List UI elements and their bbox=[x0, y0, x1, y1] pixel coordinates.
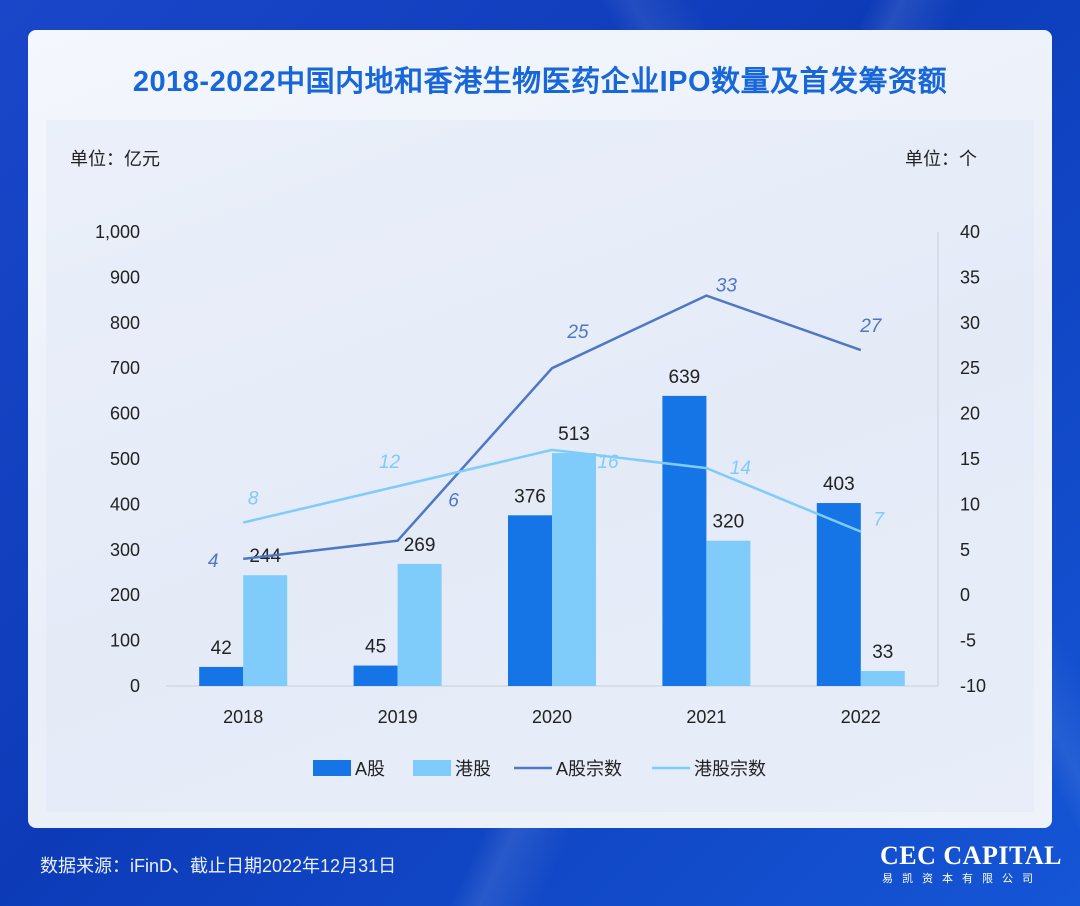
bar-data-label: 42 bbox=[211, 638, 232, 659]
line-data-label-hk: 7 bbox=[874, 510, 886, 531]
left-axis-tick-label: 400 bbox=[110, 494, 140, 514]
bar-data-label: 376 bbox=[514, 486, 546, 507]
bar-data-label: 33 bbox=[872, 642, 893, 663]
right-axis-tick-label: 10 bbox=[960, 494, 980, 514]
bar-data-label: 639 bbox=[669, 367, 701, 388]
bar-hk-share bbox=[552, 453, 596, 686]
bar-data-label: 45 bbox=[365, 637, 386, 658]
right-axis-tick-label: 40 bbox=[960, 222, 980, 242]
bar-hk-share bbox=[397, 563, 442, 686]
page-title: 2018-2022中国内地和香港生物医药企业IPO数量及首发筹资额 bbox=[132, 66, 948, 98]
bar-data-label: 269 bbox=[404, 535, 436, 556]
right-axis-unit: 单位：个 bbox=[905, 149, 977, 169]
right-axis-tick-label: 30 bbox=[960, 313, 980, 333]
line-data-label-hk: 12 bbox=[379, 452, 401, 473]
legend-swatch-a-share bbox=[313, 760, 351, 776]
line-hk-share-count bbox=[242, 448, 862, 533]
line-data-label-hk: 14 bbox=[730, 458, 751, 479]
left-axis-tick-label: 600 bbox=[110, 404, 140, 424]
bar-hk-share bbox=[706, 540, 751, 686]
chart-card bbox=[28, 30, 1052, 828]
legend-label-hk-share: 港股 bbox=[455, 759, 491, 779]
bar-a-share bbox=[816, 503, 861, 686]
right-axis-tick-label: 25 bbox=[960, 358, 980, 378]
left-axis-tick-label: 900 bbox=[110, 267, 140, 287]
right-axis-tick-label: 35 bbox=[960, 267, 980, 287]
bar-a-share bbox=[199, 666, 244, 686]
bar-hk-share bbox=[243, 575, 288, 686]
brand-logo-subtitle: 易凯资本有限公司 bbox=[882, 872, 1042, 885]
legend-label-a-share-count: A股宗数 bbox=[556, 759, 622, 779]
line-data-label-a: 6 bbox=[448, 491, 459, 512]
left-axis-tick-label: 800 bbox=[110, 313, 140, 333]
bar-data-label: 513 bbox=[558, 424, 590, 445]
plot-background bbox=[46, 120, 1034, 812]
line-data-label-a: 25 bbox=[566, 322, 589, 343]
bar-a-share bbox=[353, 665, 398, 686]
right-axis-tick-label: 20 bbox=[960, 404, 980, 424]
legend-label-a-share: A股 bbox=[355, 759, 385, 779]
bar-a-share bbox=[662, 395, 707, 686]
bar-a-share bbox=[508, 515, 552, 686]
left-axis-tick-label: 300 bbox=[110, 540, 140, 560]
bar-hk-share bbox=[860, 671, 905, 686]
line-data-label-a: 33 bbox=[716, 276, 738, 297]
right-axis-tick-label: 0 bbox=[960, 585, 970, 605]
line-data-label-a: 4 bbox=[208, 551, 219, 572]
left-axis-tick-label: 700 bbox=[110, 358, 140, 378]
left-axis-tick-label: 200 bbox=[110, 585, 140, 605]
bar-data-label: 320 bbox=[713, 512, 745, 533]
line-data-label-hk: 16 bbox=[597, 452, 619, 473]
left-axis-tick-label: 100 bbox=[110, 631, 140, 651]
right-axis-tick-label: 5 bbox=[960, 540, 970, 560]
left-axis-tick-label: 0 bbox=[130, 676, 140, 696]
x-axis-tick-label: 2018 bbox=[223, 707, 263, 727]
legend-label-hk-share-count: 港股宗数 bbox=[694, 759, 766, 779]
data-source-note: 数据来源：iFinD、截止日期2022年12月31日 bbox=[40, 856, 397, 876]
bar-data-label: 403 bbox=[823, 474, 855, 495]
left-axis-tick-label: 1,000 bbox=[95, 222, 140, 242]
brand-logo-text: CEC CAPITAL bbox=[880, 841, 1062, 870]
left-axis-unit: 单位：亿元 bbox=[70, 149, 160, 169]
right-axis-tick-label: -10 bbox=[960, 676, 986, 696]
x-axis-tick-label: 2022 bbox=[841, 707, 881, 727]
right-axis-tick-label: -5 bbox=[960, 631, 976, 651]
x-axis-tick-label: 2021 bbox=[686, 707, 726, 727]
left-axis-tick-label: 500 bbox=[110, 449, 140, 469]
line-data-label-hk: 8 bbox=[248, 489, 259, 510]
line-a-share-count bbox=[243, 294, 862, 561]
x-axis-tick-label: 2020 bbox=[532, 707, 572, 727]
right-axis-tick-label: 15 bbox=[960, 449, 980, 469]
line-data-label-a: 27 bbox=[859, 316, 883, 337]
x-axis-tick-label: 2019 bbox=[378, 707, 418, 727]
legend-swatch-hk-share bbox=[413, 760, 451, 776]
